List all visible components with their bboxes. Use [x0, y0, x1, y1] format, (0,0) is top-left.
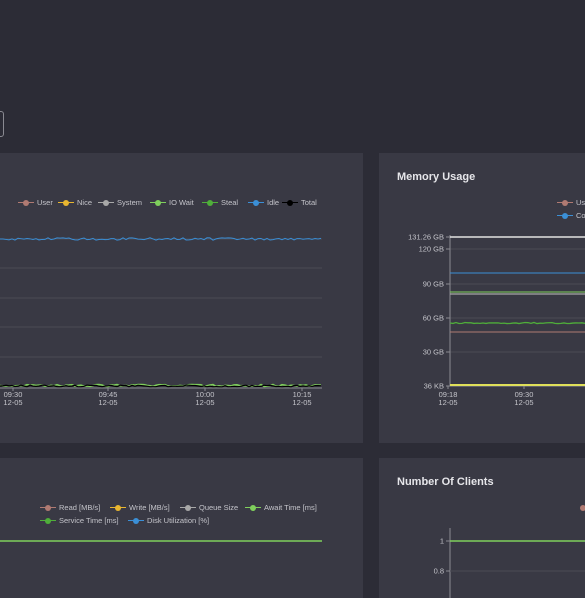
y-tick-label: 131.26 GB	[408, 233, 444, 242]
legend-label: Idle	[267, 198, 280, 207]
legend-label: IO Wait	[169, 198, 194, 207]
clients-chart: 10.8	[434, 505, 585, 598]
memory-usage-panel: Memory Usage Us Co 131.26 GB 120 GB 90 GB 60…	[379, 153, 585, 443]
legend-label: Read [MB/s]	[59, 503, 101, 512]
legend-item[interactable]: Disk Utilization [%]	[128, 516, 209, 525]
legend-marker-icon	[98, 199, 114, 206]
y-tick-label: 1	[440, 537, 444, 546]
series-line-idle	[0, 237, 322, 241]
memory-panel-title: Memory Usage	[397, 171, 476, 183]
legend-item[interactable]: Await Time [ms]	[245, 503, 317, 512]
series-line-total	[0, 384, 322, 388]
legend-marker-icon	[245, 504, 261, 511]
legend-marker-icon	[282, 199, 298, 206]
legend-item[interactable]: Queue Size	[180, 503, 238, 512]
x-tick-label: 12-05	[3, 398, 22, 407]
legend-marker-icon	[128, 517, 144, 524]
legend-label: System	[117, 198, 143, 207]
clients-panel: Number Of Clients 1 0.8	[379, 458, 585, 598]
disk-chart	[0, 540, 322, 542]
x-tick-label: 12-05	[292, 398, 311, 407]
memory-chart: 131.26 GB 120 GB 90 GB 60 GB 30 GB 36 KB09:18…	[408, 233, 585, 407]
legend-label: Queue Size	[199, 503, 239, 512]
legend-item[interactable]: Write [MB/s]	[110, 503, 170, 512]
legend-item[interactable]: Total	[282, 198, 317, 207]
legend-marker-icon	[202, 199, 218, 206]
legend-marker-icon	[580, 505, 585, 511]
legend-item[interactable]: User	[18, 198, 53, 207]
legend-marker-icon	[58, 199, 74, 206]
legend-label: Us	[576, 198, 585, 207]
y-tick-label: 60 GB	[423, 314, 444, 323]
legend-item[interactable]: IO Wait	[150, 198, 194, 207]
legend-label: Disk Utilization [%]	[147, 516, 210, 525]
legend-label: Steal	[221, 198, 239, 207]
disk-panel: Read [MB/s] Write [MB/s] Queue Size Await T…	[0, 458, 363, 598]
x-tick-label: 10:15	[293, 390, 312, 399]
x-tick-label: 09:30	[4, 390, 23, 399]
y-tick-label: 120 GB	[419, 245, 444, 254]
legend-marker-icon	[180, 504, 196, 511]
y-tick-label: 36 KB	[424, 382, 444, 391]
legend-label: Nice	[77, 198, 93, 207]
legend-item[interactable]: System	[98, 198, 142, 207]
legend-label: Total	[301, 198, 317, 207]
legend-item[interactable]: Idle	[248, 198, 279, 207]
legend-label: User	[37, 198, 53, 207]
legend-label: Await Time [ms]	[264, 503, 317, 512]
legend-marker-icon	[40, 517, 56, 524]
x-tick-label: 09:18	[439, 390, 458, 399]
x-tick-label: 09:45	[99, 390, 118, 399]
x-tick-label: 10:00	[196, 390, 215, 399]
x-tick-label: 09:30	[515, 390, 534, 399]
legend-marker-icon	[40, 504, 56, 511]
x-tick-label: 12-05	[98, 398, 117, 407]
x-tick-label: 12-05	[438, 398, 457, 407]
legend-marker-icon	[18, 199, 34, 206]
y-tick-label: 90 GB	[423, 280, 444, 289]
legend-item[interactable]: Read [MB/s]	[40, 503, 100, 512]
cpu-usage-panel: User Nice System IO Wait Steal Idle Total 09:3…	[0, 153, 363, 443]
toolbar-button[interactable]	[0, 111, 4, 137]
y-tick-label: 30 GB	[423, 348, 444, 357]
legend-item[interactable]: Co	[557, 211, 585, 220]
y-tick-label: 0.8	[434, 567, 444, 576]
legend-marker-icon	[150, 199, 166, 206]
legend-item[interactable]: Service Time [ms]	[40, 516, 119, 525]
x-tick-label: 12-05	[514, 398, 533, 407]
legend-marker-icon	[110, 504, 126, 511]
legend-item[interactable]: Steal	[202, 198, 238, 207]
legend-marker-icon	[557, 212, 573, 219]
legend-marker-icon	[248, 199, 264, 206]
clients-panel-title: Number Of Clients	[397, 476, 494, 488]
series-line-used	[449, 321, 585, 325]
legend-label: Write [MB/s]	[129, 503, 170, 512]
legend-item[interactable]: Nice	[58, 198, 92, 207]
legend-label: Co	[576, 211, 585, 220]
legend-label: Service Time [ms]	[59, 516, 119, 525]
legend-item[interactable]: Us	[557, 198, 585, 207]
legend-marker-icon	[557, 199, 573, 206]
x-tick-label: 12-05	[195, 398, 214, 407]
